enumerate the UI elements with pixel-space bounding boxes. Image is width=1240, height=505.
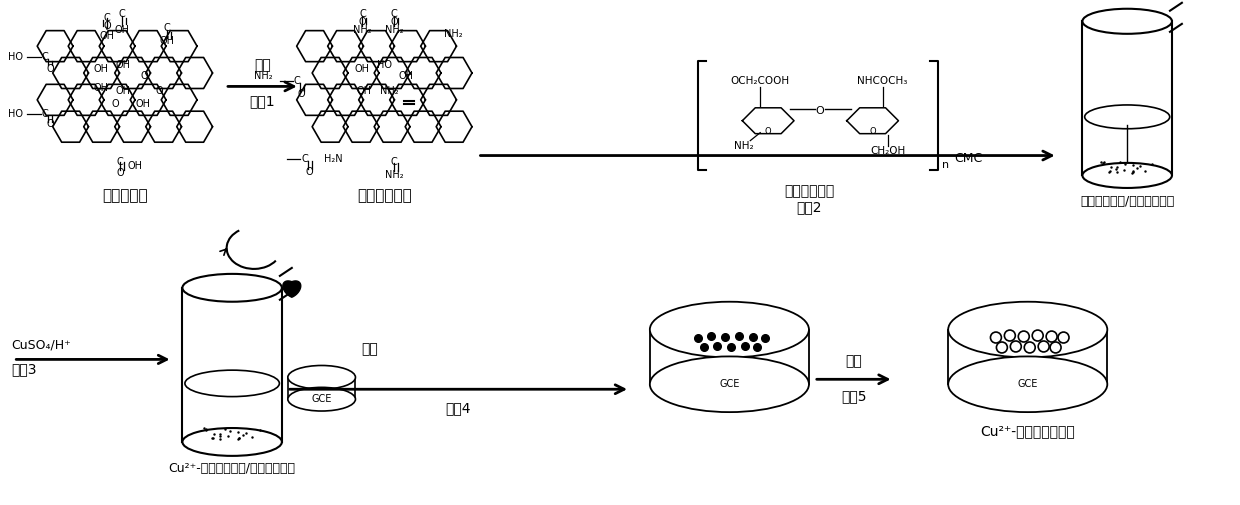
Text: O: O — [765, 127, 771, 136]
Ellipse shape — [949, 357, 1107, 412]
Circle shape — [997, 342, 1007, 353]
Ellipse shape — [288, 366, 356, 389]
Text: NH₂: NH₂ — [384, 25, 403, 35]
Text: HO: HO — [377, 60, 392, 70]
Text: O: O — [117, 169, 124, 178]
Text: 洗脱: 洗脱 — [846, 355, 862, 369]
Text: HO: HO — [9, 109, 24, 119]
Ellipse shape — [949, 301, 1107, 358]
Text: 步骤4: 步骤4 — [445, 401, 471, 415]
Text: C: C — [391, 157, 398, 167]
Text: C: C — [294, 76, 300, 86]
Text: NH₂: NH₂ — [379, 86, 398, 96]
Circle shape — [1024, 342, 1035, 353]
Text: O: O — [141, 72, 149, 81]
Text: CuSO₄/H⁺: CuSO₄/H⁺ — [11, 339, 71, 352]
Text: O: O — [298, 89, 305, 99]
Text: Cu²⁺-氨基化石墨烯/罺甲基壳聚糖: Cu²⁺-氨基化石墨烯/罺甲基壳聚糖 — [169, 462, 295, 475]
Text: OH: OH — [99, 31, 114, 41]
Text: OH: OH — [128, 162, 143, 172]
Text: 氨水: 氨水 — [254, 59, 270, 73]
Text: 步骤5: 步骤5 — [841, 389, 867, 403]
Text: C: C — [119, 9, 125, 19]
Text: NH₂: NH₂ — [444, 29, 463, 39]
Text: C: C — [104, 13, 110, 23]
Ellipse shape — [650, 301, 808, 358]
Text: O: O — [306, 168, 314, 177]
Circle shape — [991, 332, 1002, 343]
Text: OH: OH — [115, 86, 130, 96]
Text: C: C — [42, 109, 48, 119]
Text: O: O — [46, 64, 55, 74]
Text: 罺甲基壳聚糖: 罺甲基壳聚糖 — [784, 184, 835, 198]
Text: OH: OH — [159, 36, 174, 46]
Text: OH: OH — [93, 64, 109, 74]
Ellipse shape — [182, 274, 281, 301]
Circle shape — [1004, 330, 1016, 341]
Circle shape — [1032, 330, 1043, 341]
Circle shape — [1011, 341, 1022, 352]
Text: C: C — [360, 9, 366, 19]
Circle shape — [1038, 341, 1049, 352]
Ellipse shape — [182, 428, 281, 456]
Text: GCE: GCE — [1018, 379, 1038, 389]
Text: NH₂: NH₂ — [254, 72, 273, 81]
Text: 氨基化石墨烯/罺甲基壳聚糖: 氨基化石墨烯/罺甲基壳聚糖 — [1080, 195, 1174, 209]
Text: O: O — [46, 119, 55, 129]
Text: Cu²⁺-离子印迹传感器: Cu²⁺-离子印迹传感器 — [981, 424, 1075, 438]
Ellipse shape — [1085, 105, 1169, 129]
Ellipse shape — [650, 357, 808, 412]
Text: 交联: 交联 — [361, 342, 378, 357]
Text: OCH₂COOH: OCH₂COOH — [730, 76, 790, 86]
Text: C: C — [301, 154, 308, 164]
Circle shape — [1018, 331, 1029, 342]
Text: CMC: CMC — [954, 152, 982, 165]
Ellipse shape — [1083, 9, 1172, 34]
Text: OH: OH — [115, 60, 130, 70]
Polygon shape — [283, 281, 301, 297]
Text: C: C — [391, 9, 398, 19]
Text: CH₂OH: CH₂OH — [870, 145, 905, 156]
Text: O: O — [103, 21, 110, 31]
Text: NH₂: NH₂ — [734, 140, 753, 150]
Text: O: O — [869, 127, 875, 136]
Text: C: C — [117, 157, 123, 167]
Text: C: C — [42, 52, 48, 62]
Text: H₂N: H₂N — [324, 154, 342, 164]
Text: O: O — [156, 86, 164, 96]
Text: O: O — [391, 17, 398, 27]
Text: 氧化石墨烯: 氧化石墨烯 — [102, 188, 148, 204]
Text: 氨基化石墨烯: 氨基化石墨烯 — [357, 188, 412, 204]
Text: 步骤3: 步骤3 — [11, 363, 37, 376]
Text: OH: OH — [357, 86, 372, 96]
Text: O: O — [816, 106, 825, 116]
Ellipse shape — [185, 370, 279, 396]
Text: NHCOCH₃: NHCOCH₃ — [857, 76, 908, 86]
Text: NH₂: NH₂ — [353, 25, 372, 35]
Text: OH: OH — [135, 99, 150, 109]
Text: HO: HO — [9, 52, 24, 62]
Text: NH₂: NH₂ — [384, 170, 403, 180]
Text: 步骤1: 步骤1 — [249, 94, 275, 109]
Text: 步骤2: 步骤2 — [796, 200, 822, 214]
Text: O: O — [358, 17, 366, 27]
Text: GCE: GCE — [719, 379, 739, 389]
Text: OH: OH — [114, 25, 129, 35]
Circle shape — [1058, 332, 1069, 343]
Text: n: n — [942, 161, 950, 171]
Text: OH: OH — [93, 83, 109, 93]
Ellipse shape — [1083, 163, 1172, 188]
Circle shape — [1047, 331, 1056, 342]
Text: C: C — [164, 23, 170, 33]
Circle shape — [1050, 342, 1061, 353]
Text: GCE: GCE — [311, 394, 332, 404]
Ellipse shape — [288, 387, 356, 411]
Text: O: O — [112, 99, 119, 109]
Text: OH: OH — [355, 64, 370, 74]
Text: OH: OH — [399, 72, 414, 81]
